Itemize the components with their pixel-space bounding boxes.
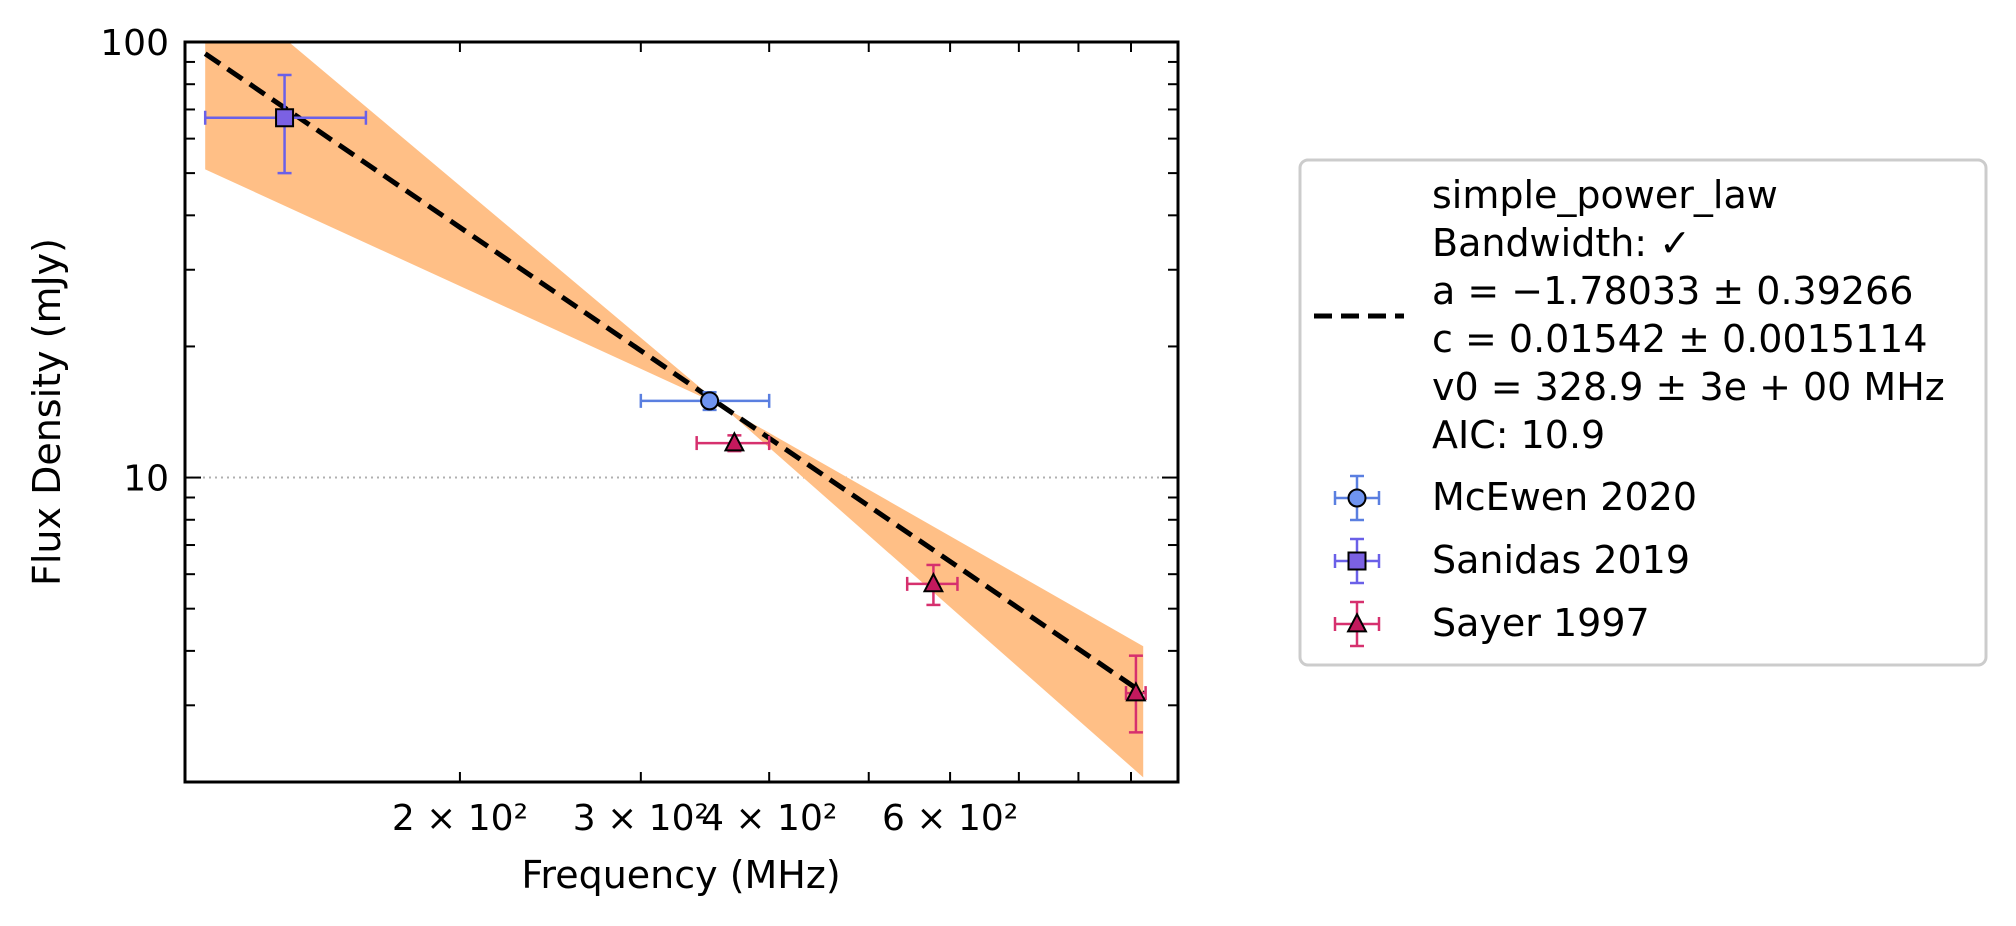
legend-circle-marker — [1347, 488, 1367, 508]
point-triangle-2-2 — [1124, 654, 1147, 734]
y-tick-label: 10 — [123, 459, 169, 500]
legend-series-label: Sayer 1997 — [1432, 601, 1650, 645]
point-circle-0-0-marker — [700, 391, 720, 411]
x-tick-label: 4 × 10² — [701, 798, 837, 839]
point-square-1-0 — [203, 73, 368, 175]
point-triangle-2-1-marker — [922, 571, 944, 593]
point-triangle-2-2-marker — [1125, 681, 1147, 702]
fit-confidence-band — [205, 42, 1144, 778]
y-axis-label: Flux Density (mJy) — [25, 238, 69, 586]
x-tick-label: 6 × 10² — [882, 798, 1018, 839]
legend-series-label: Sanidas 2019 — [1432, 538, 1690, 582]
x-tick-label: 3 × 10² — [573, 798, 709, 839]
legend-fit-text: v0 = 328.9 ± 3e + 00 MHz — [1432, 365, 1945, 409]
data-points — [203, 73, 1147, 734]
point-triangle-2-0-marker — [723, 431, 745, 452]
legend-fit-text: c = 0.01542 ± 0.0015114 — [1432, 317, 1928, 361]
fit-line-group — [203, 51, 1145, 696]
point-triangle-2-1 — [905, 563, 959, 607]
legend-fit-text: Bandwidth: ✓ — [1432, 221, 1691, 265]
x-tick-label: 2 × 10² — [392, 798, 528, 839]
x-axis-label: Frequency (MHz) — [521, 853, 840, 897]
fit-band — [205, 42, 1144, 778]
plot-frame — [183, 40, 1180, 784]
legend-entry-circle: McEwen 2020 — [1333, 474, 1697, 522]
fit-line — [203, 51, 1145, 696]
y-tick-label: 100 — [100, 23, 169, 64]
legend-series-label: McEwen 2020 — [1432, 475, 1697, 519]
legend-entry-triangle: Sayer 1997 — [1333, 600, 1650, 648]
point-triangle-2-0 — [695, 431, 771, 453]
legend-fit-text: simple_power_law — [1432, 173, 1778, 217]
legend-triangle-marker — [1346, 612, 1368, 633]
point-circle-0-0 — [639, 390, 771, 412]
legend-entry-square: Sanidas 2019 — [1333, 537, 1690, 585]
legend-fit-text: a = −1.78033 ± 0.39266 — [1432, 269, 1913, 313]
point-square-1-0-marker — [275, 108, 295, 128]
legend-box — [1298, 158, 1988, 667]
legend-fit-text: AIC: 10.9 — [1432, 413, 1605, 457]
legend-square-marker — [1347, 551, 1367, 571]
axis-ticks — [185, 41, 1178, 783]
